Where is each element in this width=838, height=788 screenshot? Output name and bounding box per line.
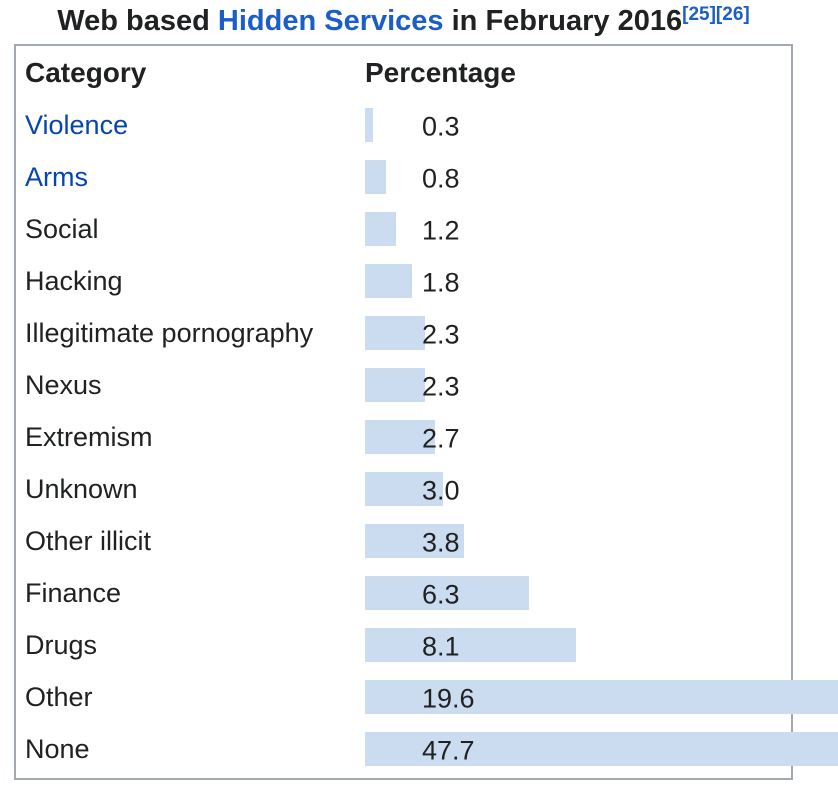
hidden-services-link[interactable]: Hidden Services (217, 5, 444, 37)
title-text-prefix: Web based (57, 5, 218, 37)
table-row: Drugs 8.1 (25, 619, 791, 671)
percentage-cell: 2.7 (365, 411, 791, 463)
percentage-bar (365, 368, 425, 402)
percentage-cell: 6.3 (365, 567, 791, 619)
percentage-value: 2.3 (422, 319, 460, 350)
percentage-value: 0.8 (422, 163, 460, 194)
percentage-cell: 3.0 (365, 463, 791, 515)
percentage-value: 2.7 (422, 423, 460, 454)
percentage-cell: 0.8 (365, 151, 791, 203)
category-label: Illegitimate pornography (25, 317, 314, 348)
category-label: Drugs (25, 629, 98, 660)
table-row: Other 19.6 (25, 671, 838, 723)
percentage-bar (365, 680, 838, 714)
percentage-bar (365, 732, 838, 766)
percentage-bar (365, 576, 529, 610)
percentage-value: 19.6 (422, 683, 475, 714)
category-label: None (25, 733, 90, 764)
percentage-bar (365, 264, 412, 298)
chart-title: Web based Hidden Services in February 20… (14, 0, 793, 44)
category-label: Hacking (25, 265, 123, 296)
category-label: Finance (25, 577, 122, 608)
percentage-cell: 1.8 (365, 255, 791, 307)
table-row: Social 1.2 (25, 203, 791, 255)
hidden-services-table: Category Percentage Violence 0.3 Arms 0.… (14, 44, 838, 780)
table-row: Extremism 2.7 (25, 411, 791, 463)
percentage-value: 1.2 (422, 215, 460, 246)
percentage-cell: 2.3 (365, 307, 791, 359)
percentage-bar (365, 628, 576, 662)
table-row: Finance 6.3 (25, 567, 791, 619)
table-row: Violence 0.3 (25, 99, 791, 151)
table-row: Nexus 2.3 (25, 359, 791, 411)
percentage-value: 3.8 (422, 527, 460, 558)
percentage-bar (365, 108, 373, 142)
percentage-bar (365, 316, 425, 350)
category-label: Social (25, 213, 99, 244)
percentage-column-header: Percentage (365, 57, 516, 88)
table-row: Unknown 3.0 (25, 463, 791, 515)
citation-25-link[interactable]: [25] (682, 4, 716, 25)
percentage-cell: 47.7 (365, 723, 838, 775)
table-row: Illegitimate pornography 2.3 (25, 307, 791, 359)
category-label: Other (25, 681, 93, 712)
table-row: Hacking 1.8 (25, 255, 791, 307)
table-row: None 47.7 (25, 723, 838, 775)
category-label: Other illicit (25, 525, 152, 556)
table-body: Violence 0.3 Arms 0.8 Social 1.2 Hacking… (25, 99, 838, 775)
percentage-cell: 0.3 (365, 99, 791, 151)
citations: [25][26] (682, 4, 750, 25)
percentage-cell: 3.8 (365, 515, 791, 567)
category-label: Extremism (25, 421, 153, 452)
percentage-value: 1.8 (422, 267, 460, 298)
percentage-bar (365, 160, 386, 194)
percentage-bar (365, 420, 436, 454)
category-label: Unknown (25, 473, 138, 504)
category-column-header: Category (25, 57, 147, 88)
percentage-cell: 2.3 (365, 359, 791, 411)
citation-26-link[interactable]: [26] (715, 4, 750, 25)
table-row: Arms 0.8 (25, 151, 791, 203)
percentage-value: 3.0 (422, 475, 460, 506)
percentage-bar (365, 212, 397, 246)
table-row: Other illicit 3.8 (25, 515, 791, 567)
percentage-bar (365, 524, 464, 558)
percentage-value: 2.3 (422, 371, 460, 402)
percentage-value: 0.3 (422, 111, 460, 142)
percentage-value: 6.3 (422, 579, 460, 610)
category-link[interactable]: Violence (25, 109, 129, 140)
percentage-value: 8.1 (422, 631, 460, 662)
category-link[interactable]: Arms (25, 161, 88, 192)
percentage-cell: 19.6 (365, 671, 838, 723)
title-text-suffix: in February 2016 (443, 5, 683, 37)
category-label: Nexus (25, 369, 102, 400)
percentage-cell: 8.1 (365, 619, 791, 671)
percentage-value: 47.7 (422, 735, 475, 766)
percentage-bar (365, 472, 443, 506)
percentage-cell: 1.2 (365, 203, 791, 255)
table-header-row: Category Percentage (25, 47, 791, 99)
